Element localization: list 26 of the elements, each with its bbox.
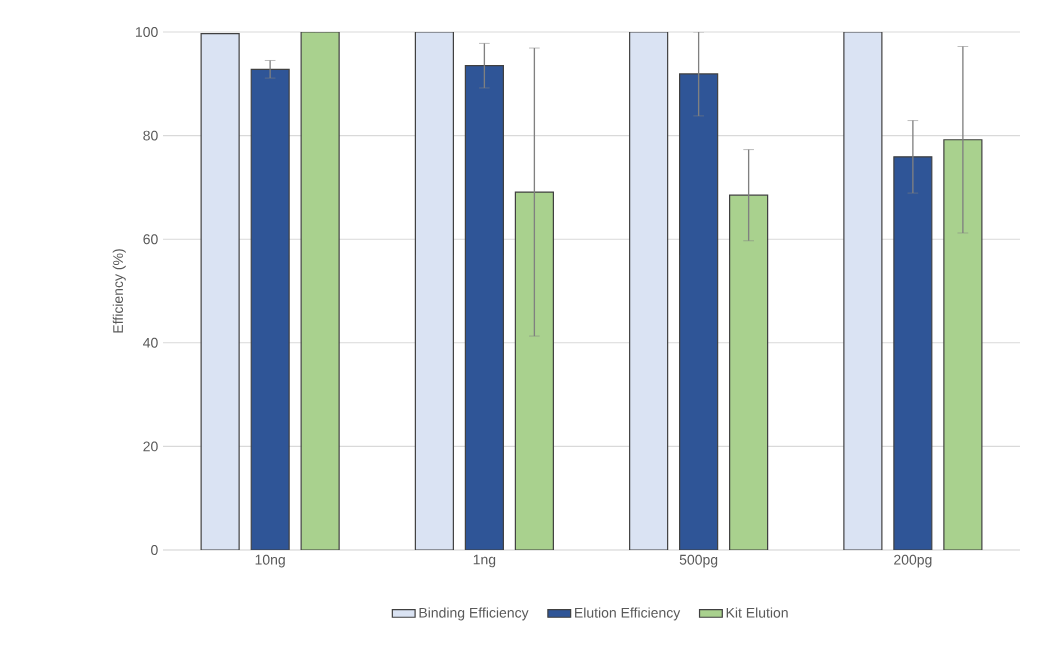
x-tick-label: 1ng xyxy=(473,554,496,568)
bar xyxy=(250,68,290,550)
y-axis-title: Efficiency (%) xyxy=(112,249,126,333)
y-tick-label: 80 xyxy=(143,130,158,141)
bar xyxy=(300,32,340,550)
bar xyxy=(843,32,883,550)
y-tick-label: 20 xyxy=(143,441,158,452)
x-tick-label: 200pg xyxy=(894,554,932,568)
bar xyxy=(629,32,669,550)
bar xyxy=(414,32,454,550)
bar xyxy=(514,191,554,550)
legend-label: Elution Efficiency xyxy=(575,607,681,621)
bar xyxy=(729,194,769,550)
bar xyxy=(943,139,983,550)
bar xyxy=(464,65,504,550)
x-tick-label: 10ng xyxy=(255,554,285,568)
legend-label: Binding Efficiency xyxy=(419,607,529,621)
bar xyxy=(200,32,240,550)
y-tick-label: 100 xyxy=(136,27,158,37)
y-tick-label: 40 xyxy=(143,337,158,348)
bar xyxy=(679,73,719,550)
legend-label: Kit Elution xyxy=(726,607,788,618)
y-tick-label: 0 xyxy=(151,545,158,555)
y-tick-label: 60 xyxy=(143,234,158,245)
x-tick-label: 500pg xyxy=(679,554,718,568)
bar xyxy=(893,156,933,550)
